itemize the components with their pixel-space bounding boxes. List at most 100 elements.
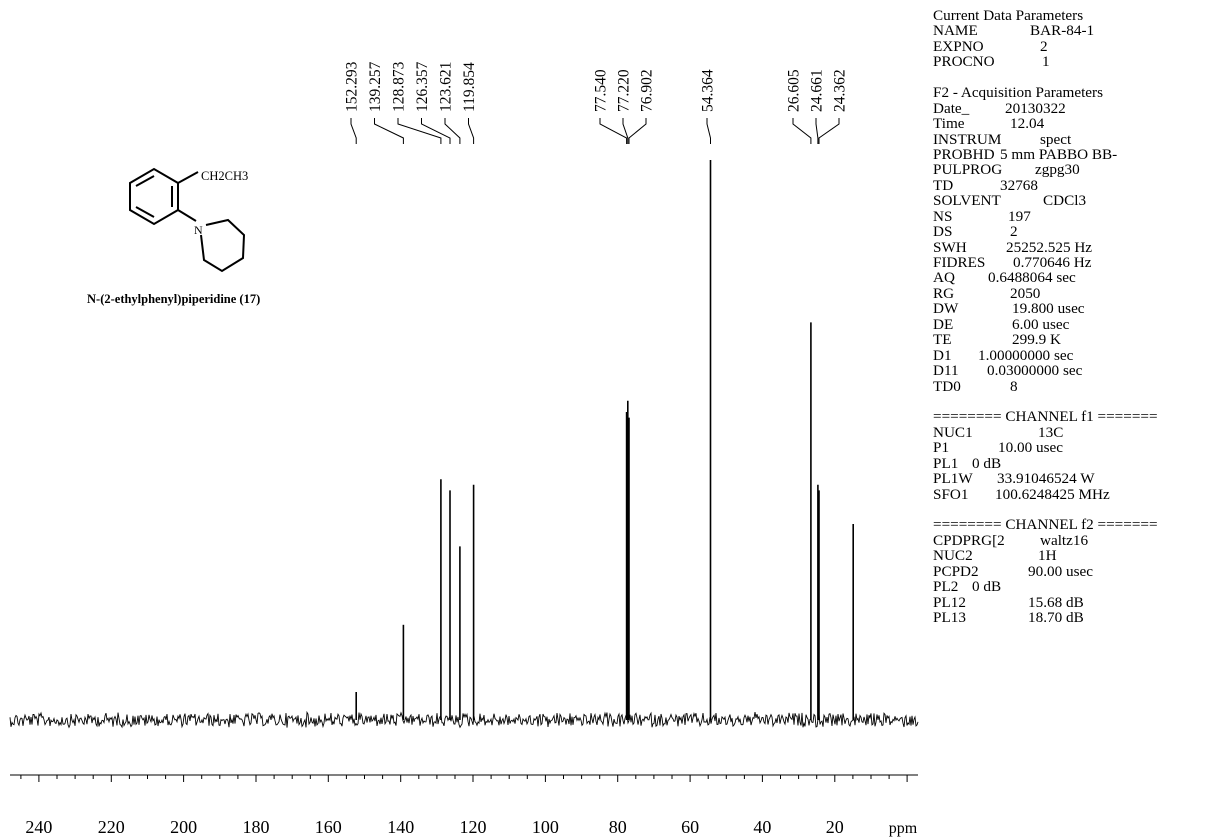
- parameter-row: Current Data Parameters: [930, 8, 1230, 24]
- parameter-label: NAME: [933, 22, 978, 40]
- x-axis: 240 220 200 180 160 140 120 100 80 60 40 20 ppm: [10, 774, 918, 837]
- parameter-value: 5 mm PABBO BB-: [1000, 145, 1118, 163]
- peak-leader-line: [444, 118, 461, 144]
- parameter-row: P1 10.00 usec: [930, 439, 1230, 457]
- parameter-value: 1H: [1038, 547, 1057, 565]
- x-tick-label: 180: [243, 817, 270, 837]
- peak-label: 119.854: [461, 62, 478, 112]
- parameter-value: 197: [1008, 207, 1031, 225]
- peak-leader-line: [815, 118, 819, 144]
- parameter-value: 19.800 usec: [1012, 300, 1085, 318]
- parameter-row: [930, 70, 1230, 85]
- parameter-row: DW 19.800 usec: [930, 300, 1230, 318]
- parameter-label: PROBHD: [933, 145, 995, 163]
- parameter-row: TD 32768: [930, 176, 1230, 194]
- parameter-label: PCPD2: [933, 562, 979, 580]
- peak-label: 54.364: [700, 69, 717, 112]
- parameter-label: PL2: [933, 578, 959, 596]
- parameter-label: Time: [933, 115, 965, 133]
- parameter-label: F2 - Acquisition Parameters: [933, 84, 1103, 102]
- acquisition-parameters-panel: Current Data Parameters NAME BAR-84-1 EXPNO…: [930, 8, 1230, 626]
- peak-label: 128.873: [391, 61, 408, 112]
- parameter-row: ======== CHANNEL f2 =======: [930, 516, 1230, 534]
- parameter-label: AQ: [933, 269, 955, 287]
- peak-label: 123.621: [438, 62, 455, 112]
- parameter-value: 25252.525 Hz: [1006, 238, 1093, 256]
- parameter-label: SWH: [933, 238, 967, 256]
- parameter-value: 20130322: [1005, 99, 1066, 117]
- parameter-label: EXPNO: [933, 37, 984, 55]
- peak-label: 26.605: [786, 69, 803, 112]
- parameter-value: 90.00 usec: [1028, 562, 1093, 580]
- parameter-value: 0.6488064 sec: [988, 269, 1076, 287]
- peak-leader-line: [628, 118, 647, 144]
- peak-label: 152.293: [344, 61, 361, 112]
- parameter-label: PL13: [933, 609, 966, 627]
- parameter-label: PL1W: [933, 470, 973, 488]
- parameter-label: ======== CHANNEL f2 =======: [933, 516, 1158, 534]
- parameter-label: DS: [933, 223, 953, 241]
- peak-label: 76.902: [639, 69, 656, 112]
- parameter-label: TD: [933, 176, 954, 194]
- parameter-row: NUC1 13C: [930, 424, 1230, 440]
- x-axis-unit-label: ppm: [889, 820, 918, 837]
- parameter-row: D11 0.03000000 sec: [930, 363, 1230, 379]
- peak-leader-line: [622, 118, 629, 144]
- x-tick-label: 200: [170, 817, 197, 837]
- parameter-value: 33.91046524 W: [997, 470, 1095, 488]
- ethyl-label: CH2CH3: [201, 169, 248, 183]
- parameter-label: P1: [933, 439, 950, 457]
- peak-leader-line: [350, 118, 357, 144]
- peak-label-layer: 152.293 139.257 128.873 126.357 123.621 119.8…: [344, 61, 849, 144]
- parameter-label: PL12: [933, 593, 966, 611]
- x-tick-label: 60: [681, 817, 699, 837]
- parameter-label: DW: [933, 300, 959, 318]
- parameter-label: TE: [933, 331, 952, 349]
- parameter-row: [930, 502, 1230, 517]
- x-tick-label: 40: [753, 817, 771, 837]
- parameter-value: 15.68 dB: [1028, 593, 1084, 611]
- parameter-row: Time 12.04: [930, 115, 1230, 133]
- parameter-row: PCPD2 90.00 usec: [930, 562, 1230, 580]
- parameter-value: 0.770646 Hz: [1013, 254, 1092, 271]
- nmr-spectrum-chart: 152.293 139.257 128.873 126.357 123.621 119.8…: [9, 61, 919, 837]
- parameter-row: D1 1.00000000 sec: [930, 346, 1230, 364]
- parameter-value: 2: [1040, 37, 1048, 55]
- peak-leader-line: [421, 118, 451, 144]
- parameter-row: PL1 0 dB: [930, 454, 1230, 472]
- parameter-row: INSTRUM spect: [930, 131, 1230, 147]
- parameter-value: 6.00 usec: [1012, 315, 1070, 333]
- peak-leader-line: [374, 118, 404, 144]
- parameter-row: PL2 0 dB: [930, 578, 1230, 596]
- x-tick-label: 20: [826, 817, 844, 837]
- parameter-row: TE 299.9 K: [930, 331, 1230, 349]
- parameter-value: BAR-84-1: [1030, 22, 1095, 40]
- peak-leader-line: [599, 118, 628, 144]
- parameter-label: SOLVENT: [933, 192, 1001, 210]
- parameter-value: 18.70 dB: [1028, 609, 1084, 627]
- parameter-row: AQ 0.6488064 sec: [930, 269, 1230, 287]
- parameter-row: NAME BAR-84-1: [930, 22, 1230, 40]
- x-tick-label: 80: [609, 817, 627, 837]
- parameter-label: D1: [933, 346, 952, 364]
- molecule-structure: CH2CH3 N: [129, 167, 248, 273]
- parameter-row: DS 2: [930, 223, 1230, 241]
- parameter-value: 1.00000000 sec: [978, 346, 1074, 364]
- parameter-value: 0 dB: [972, 454, 1002, 472]
- parameter-label: SFO1: [933, 485, 969, 503]
- parameter-row: PL1W 33.91046524 W: [930, 470, 1230, 488]
- parameter-row: PULPROG zgpg30: [930, 162, 1230, 178]
- parameter-label: ======== CHANNEL f1 =======: [933, 408, 1158, 426]
- parameter-value: CDCl3: [1043, 192, 1087, 210]
- parameter-row: PROCNO 1: [930, 53, 1230, 71]
- parameter-value: 1: [1042, 53, 1050, 71]
- parameter-value: 2050: [1010, 284, 1041, 302]
- parameter-row: CPDPRG[2 waltz16: [930, 532, 1230, 548]
- peak-leader-line: [397, 118, 442, 144]
- parameter-label: NS: [933, 207, 953, 225]
- spectrum-layer: [9, 160, 919, 729]
- parameter-row: ======== CHANNEL f1 =======: [930, 408, 1230, 426]
- parameter-row: SFO1 100.6248425 MHz: [930, 485, 1230, 503]
- parameter-value: 100.6248425 MHz: [995, 485, 1110, 503]
- parameter-value: 0 dB: [972, 578, 1002, 596]
